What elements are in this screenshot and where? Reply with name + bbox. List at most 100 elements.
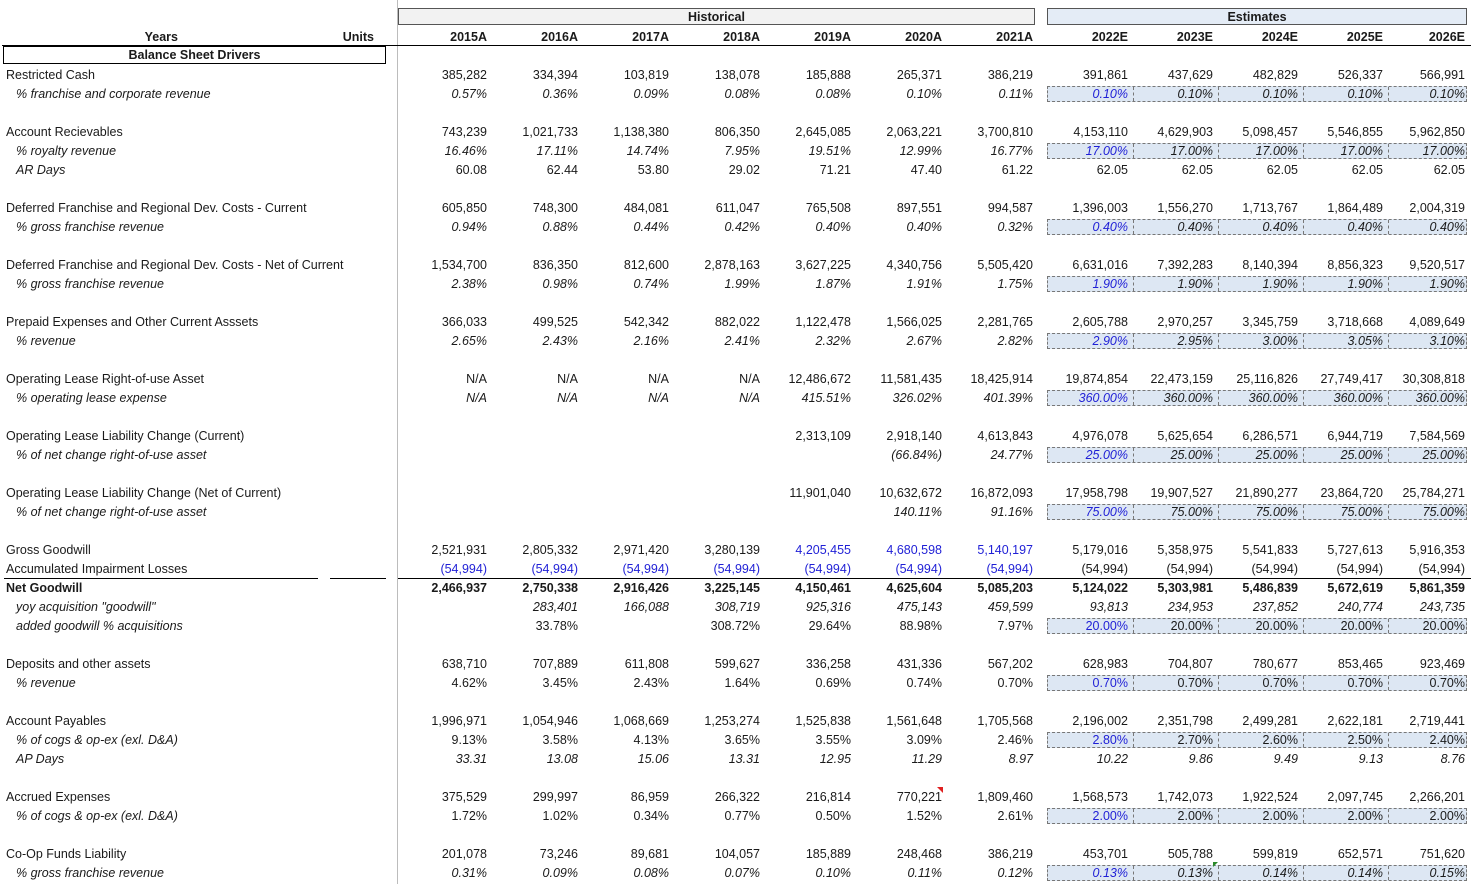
cell-2016A[interactable]: 707,889 bbox=[532, 657, 578, 671]
cell-2015A[interactable]: 375,529 bbox=[441, 790, 487, 804]
cell-2024E[interactable]: (54,994) bbox=[1251, 562, 1298, 576]
cell-2020A[interactable]: 0.10% bbox=[906, 87, 942, 101]
cell-2015A[interactable]: 0.94% bbox=[451, 220, 487, 234]
cell-2021A[interactable]: 91.16% bbox=[990, 505, 1033, 519]
cell-2023E[interactable]: 0.13% bbox=[1177, 866, 1213, 880]
cell-2020A[interactable]: 431,336 bbox=[896, 657, 942, 671]
cell-2025E[interactable]: 360.00% bbox=[1333, 391, 1383, 405]
cell-2026E[interactable]: 0.70% bbox=[1429, 676, 1465, 690]
cell-2024E[interactable]: 2,499,281 bbox=[1242, 714, 1298, 728]
cell-2020A[interactable]: 2,918,140 bbox=[886, 429, 942, 443]
cell-2017A[interactable]: 53.80 bbox=[637, 163, 669, 177]
cell-2015A[interactable]: 2,521,931 bbox=[431, 543, 487, 557]
cell-2025E[interactable]: 853,465 bbox=[1337, 657, 1383, 671]
cell-2020A[interactable]: 0.40% bbox=[906, 220, 942, 234]
cell-2021A[interactable]: 386,219 bbox=[987, 847, 1033, 861]
cell-2019A[interactable]: 19.51% bbox=[808, 144, 851, 158]
cell-2015A[interactable]: 9.13% bbox=[451, 733, 487, 747]
cell-2026E[interactable]: 20.00% bbox=[1422, 619, 1465, 633]
cell-2015A[interactable]: 743,239 bbox=[441, 125, 487, 139]
cell-2018A[interactable]: 882,022 bbox=[714, 315, 760, 329]
cell-2022E[interactable]: 1.90% bbox=[1092, 277, 1128, 291]
cell-2023E[interactable]: 360.00% bbox=[1163, 391, 1213, 405]
cell-2021A[interactable]: 7.97% bbox=[997, 619, 1033, 633]
cell-2026E[interactable]: 923,469 bbox=[1419, 657, 1465, 671]
cell-2015A[interactable]: 16.46% bbox=[444, 144, 487, 158]
cell-2025E[interactable]: 3.05% bbox=[1347, 334, 1383, 348]
cell-2017A[interactable]: 542,342 bbox=[623, 315, 669, 329]
cell-2023E[interactable]: 7,392,283 bbox=[1157, 258, 1213, 272]
cell-2023E[interactable]: 2,351,798 bbox=[1157, 714, 1213, 728]
cell-2023E[interactable]: 5,625,654 bbox=[1157, 429, 1213, 443]
cell-2020A[interactable]: 4,625,604 bbox=[886, 581, 942, 595]
cell-2026E[interactable]: 0.15% bbox=[1429, 866, 1465, 880]
cell-2025E[interactable]: 9.13 bbox=[1358, 752, 1383, 766]
cell-2025E[interactable]: 652,571 bbox=[1337, 847, 1383, 861]
cell-2025E[interactable]: 27,749,417 bbox=[1320, 372, 1383, 386]
cell-2021A[interactable]: 0.12% bbox=[997, 866, 1033, 880]
cell-2022E[interactable]: 5,124,022 bbox=[1072, 581, 1128, 595]
cell-2019A[interactable]: 336,258 bbox=[805, 657, 851, 671]
cell-2016A[interactable]: 1,021,733 bbox=[522, 125, 578, 139]
cell-2026E[interactable]: 17.00% bbox=[1422, 144, 1465, 158]
cell-2020A[interactable]: 4,680,598 bbox=[886, 543, 942, 557]
cell-2021A[interactable]: 5,085,203 bbox=[977, 581, 1033, 595]
cell-2020A[interactable]: 265,371 bbox=[896, 68, 942, 82]
cell-2022E[interactable]: 2,605,788 bbox=[1072, 315, 1128, 329]
cell-2021A[interactable]: 567,202 bbox=[987, 657, 1033, 671]
cell-2026E[interactable]: 2.40% bbox=[1429, 733, 1465, 747]
cell-2018A[interactable]: 7.95% bbox=[724, 144, 760, 158]
cell-2022E[interactable]: 360.00% bbox=[1078, 391, 1128, 405]
cell-2025E[interactable]: 0.14% bbox=[1347, 866, 1383, 880]
cell-2026E[interactable]: 8.76 bbox=[1440, 752, 1465, 766]
cell-2021A[interactable]: 16.77% bbox=[990, 144, 1033, 158]
cell-2024E[interactable]: 3,345,759 bbox=[1242, 315, 1298, 329]
cell-2021A[interactable]: 5,140,197 bbox=[977, 543, 1033, 557]
cell-2017A[interactable]: N/A bbox=[648, 391, 669, 405]
cell-2022E[interactable]: 17.00% bbox=[1085, 144, 1128, 158]
cell-2015A[interactable]: 385,282 bbox=[441, 68, 487, 82]
cell-2018A[interactable]: 104,057 bbox=[714, 847, 760, 861]
cell-2020A[interactable]: 0.11% bbox=[907, 866, 942, 880]
cell-2018A[interactable]: 138,078 bbox=[714, 68, 760, 82]
cell-2016A[interactable]: 0.88% bbox=[542, 220, 578, 234]
cell-2022E[interactable]: 20.00% bbox=[1085, 619, 1128, 633]
cell-2023E[interactable]: 9.86 bbox=[1188, 752, 1213, 766]
cell-2019A[interactable]: 216,814 bbox=[805, 790, 851, 804]
cell-2015A[interactable]: 4.62% bbox=[451, 676, 487, 690]
cell-2021A[interactable]: 4,613,843 bbox=[977, 429, 1033, 443]
cell-2018A[interactable]: 29.02 bbox=[728, 163, 760, 177]
cell-2021A[interactable]: 2,281,765 bbox=[977, 315, 1033, 329]
cell-2026E[interactable]: 0.10% bbox=[1429, 87, 1465, 101]
cell-2016A[interactable]: 2.43% bbox=[542, 334, 578, 348]
cell-2025E[interactable]: 25.00% bbox=[1340, 448, 1383, 462]
cell-2025E[interactable]: 0.10% bbox=[1347, 87, 1383, 101]
cell-2019A[interactable]: 1,525,838 bbox=[795, 714, 851, 728]
cell-2021A[interactable]: 459,599 bbox=[987, 600, 1033, 614]
cell-2018A[interactable]: 308.72% bbox=[710, 619, 760, 633]
cell-2023E[interactable]: 22,473,159 bbox=[1150, 372, 1213, 386]
cell-2018A[interactable]: 3,280,139 bbox=[704, 543, 760, 557]
cell-2018A[interactable]: 308,719 bbox=[714, 600, 760, 614]
cell-2023E[interactable]: 0.10% bbox=[1177, 87, 1213, 101]
cell-2016A[interactable]: (54,994) bbox=[531, 562, 578, 576]
cell-2022E[interactable]: 1,568,573 bbox=[1072, 790, 1128, 804]
cell-2022E[interactable]: 6,631,016 bbox=[1072, 258, 1128, 272]
cell-2025E[interactable]: 2.50% bbox=[1347, 733, 1383, 747]
cell-2024E[interactable]: 62.05 bbox=[1266, 163, 1298, 177]
cell-2026E[interactable]: 2.00% bbox=[1429, 809, 1465, 823]
cell-2018A[interactable]: 1.64% bbox=[724, 676, 760, 690]
cell-2023E[interactable]: 2.00% bbox=[1177, 809, 1213, 823]
cell-2020A[interactable]: 1.52% bbox=[906, 809, 942, 823]
cell-2016A[interactable]: N/A bbox=[557, 372, 578, 386]
cell-2025E[interactable]: 1,864,489 bbox=[1327, 201, 1383, 215]
cell-2020A[interactable]: (54,994) bbox=[895, 562, 942, 576]
cell-2026E[interactable]: 0.40% bbox=[1429, 220, 1465, 234]
cell-2020A[interactable]: 326.02% bbox=[892, 391, 942, 405]
cell-2021A[interactable]: 3,700,810 bbox=[977, 125, 1033, 139]
cell-2026E[interactable]: 5,861,359 bbox=[1409, 581, 1465, 595]
cell-2021A[interactable]: 18,425,914 bbox=[970, 372, 1033, 386]
cell-2017A[interactable]: 14.74% bbox=[626, 144, 669, 158]
cell-2025E[interactable]: 20.00% bbox=[1340, 619, 1383, 633]
cell-2016A[interactable]: 3.58% bbox=[542, 733, 578, 747]
